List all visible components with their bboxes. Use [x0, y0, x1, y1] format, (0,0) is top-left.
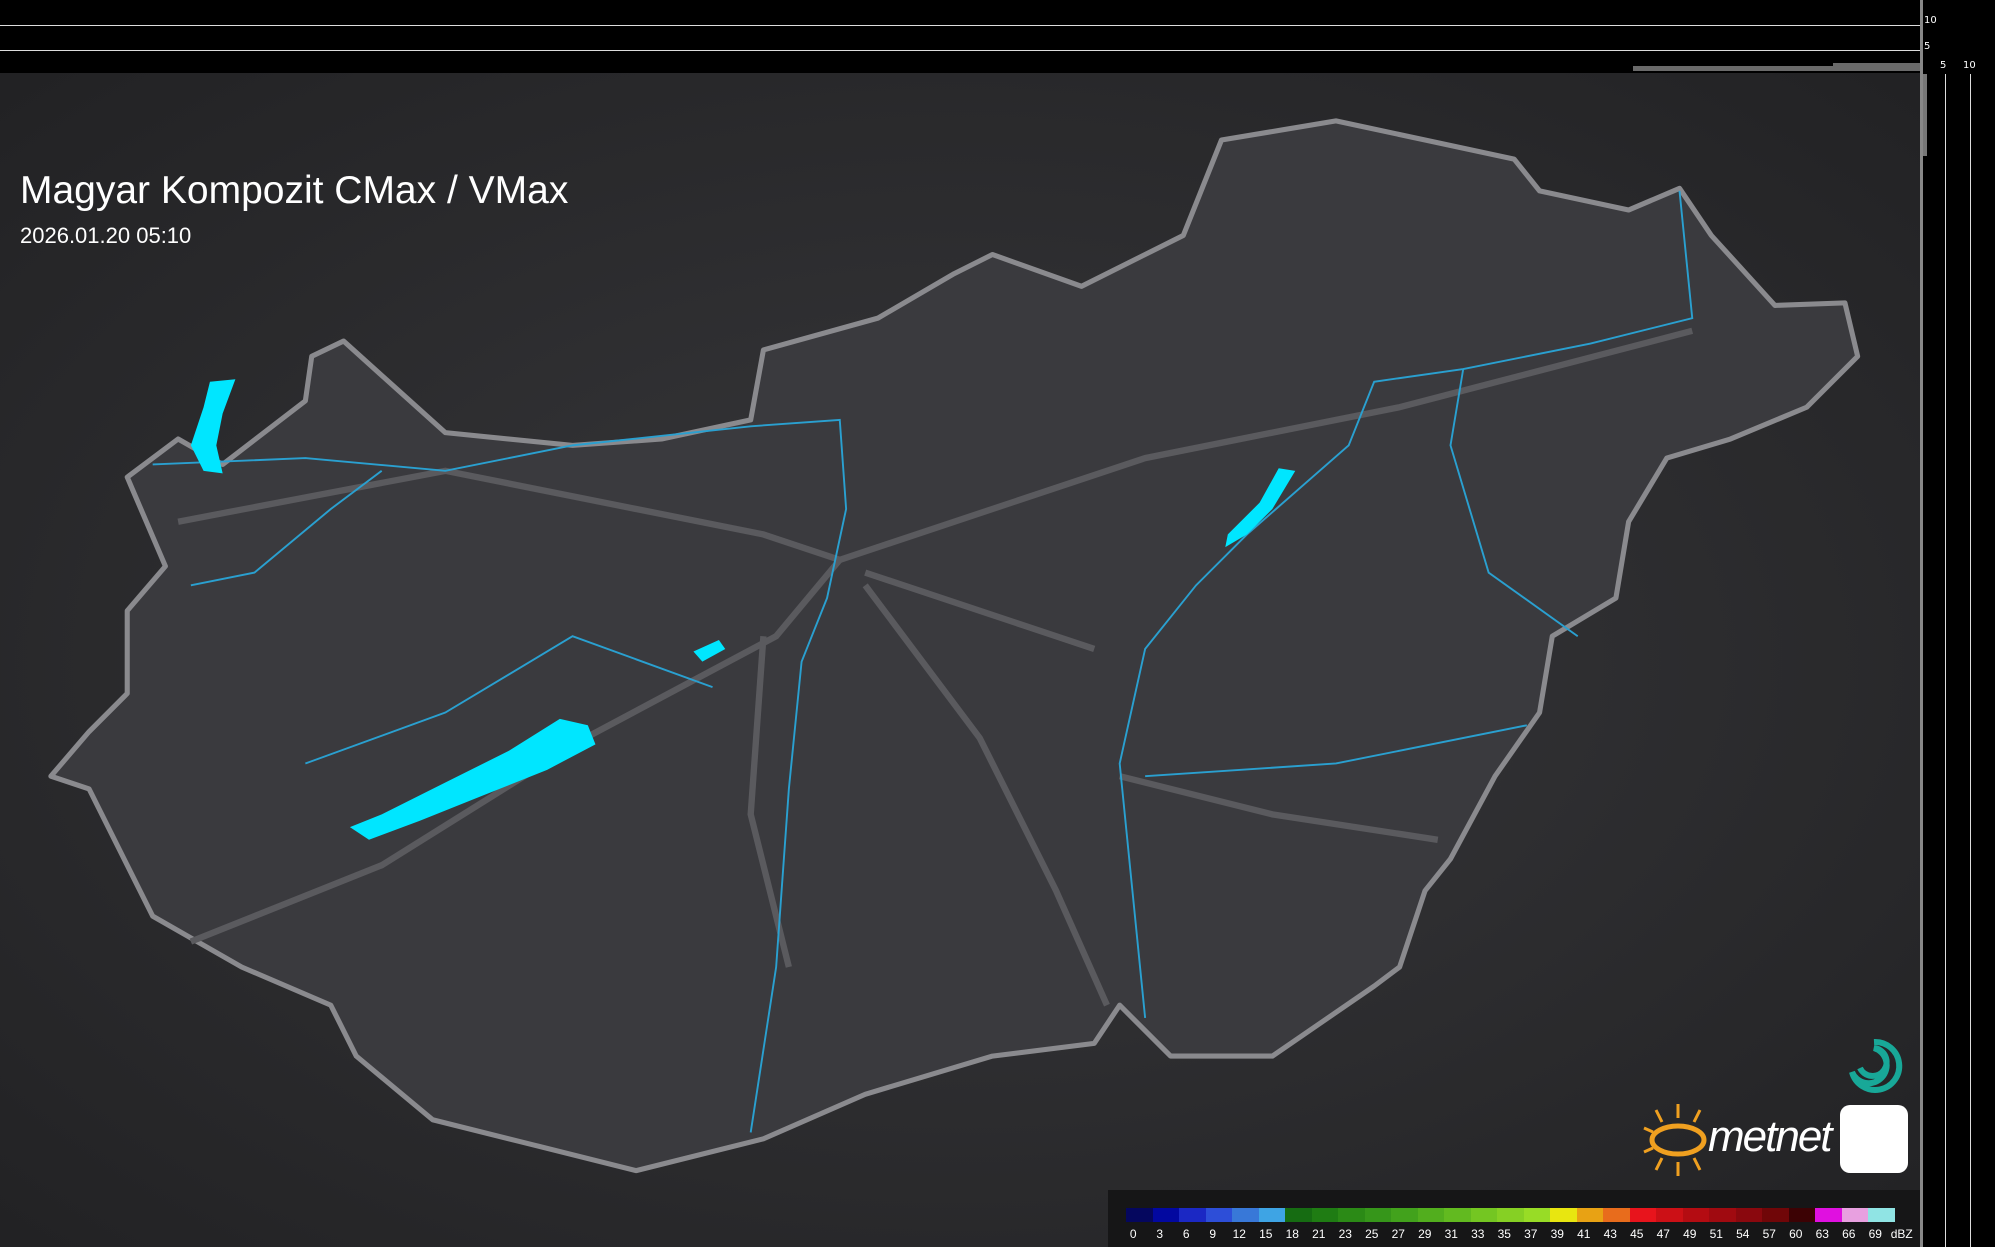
legend-label: 35 [1497, 1227, 1511, 1241]
tick-label: 10 [1963, 60, 1976, 71]
legend-label: 37 [1524, 1227, 1538, 1241]
dbz-legend: 0 3 6 9 12 15 18 21 23 25 27 29 31 33 35 37 39 41 43 45 47 49… [1108, 1190, 1920, 1247]
legend-swatch [1550, 1208, 1577, 1222]
lake-tisza [1225, 468, 1296, 548]
sun-icon [1643, 1104, 1707, 1176]
hungary-map [0, 73, 1920, 1247]
legend-swatch [1576, 1208, 1603, 1222]
swirl-icon [1840, 1038, 1908, 1173]
legend-swatch [1523, 1208, 1550, 1222]
radar-map[interactable]: Magyar Kompozit CMax / VMax 2026.01.20 0… [0, 73, 1920, 1247]
legend-label: 18 [1285, 1227, 1299, 1241]
legend-label: 23 [1338, 1227, 1352, 1241]
legend-label: 39 [1550, 1227, 1564, 1241]
legend-swatch [1788, 1208, 1815, 1222]
legend-label: 69 [1868, 1227, 1882, 1241]
rivers [152, 190, 1694, 1133]
legend-label: 25 [1365, 1227, 1379, 1241]
legend-label: 49 [1683, 1227, 1697, 1241]
legend-swatch [1603, 1208, 1630, 1222]
scale-line-10 [1970, 74, 1971, 1247]
legend-label: 43 [1603, 1227, 1617, 1241]
legend-swatch [1258, 1208, 1285, 1222]
legend-swatch [1735, 1208, 1762, 1222]
legend-swatch [1815, 1208, 1842, 1222]
legend-swatch [1629, 1208, 1656, 1222]
legend-label: 41 [1577, 1227, 1591, 1241]
legend-label: 9 [1209, 1227, 1217, 1241]
legend-label: 6 [1182, 1227, 1190, 1241]
legend-swatch [1709, 1208, 1736, 1222]
profile-bar [1833, 63, 1920, 71]
legend-swatch [1205, 1208, 1232, 1222]
legend-swatch [1841, 1208, 1868, 1222]
map-title: Magyar Kompozit CMax / VMax [20, 169, 569, 212]
logo-text: metnet [1708, 1112, 1833, 1161]
metnet-logo: metnet [1638, 1038, 1910, 1180]
legend-swatch [1179, 1208, 1206, 1222]
legend-label: 63 [1815, 1227, 1829, 1241]
legend-unit: dBZ [1890, 1227, 1913, 1241]
legend-swatch [1152, 1208, 1179, 1222]
legend-swatch [1232, 1208, 1259, 1222]
legend-swatch [1285, 1208, 1312, 1222]
lake-balaton [349, 718, 596, 840]
legend-swatch [1868, 1208, 1895, 1222]
legend-swatch [1311, 1208, 1338, 1222]
legend-label: 29 [1418, 1227, 1432, 1241]
profile-bar [1633, 66, 1833, 71]
legend-label: 33 [1471, 1227, 1485, 1241]
legend-label: 27 [1391, 1227, 1405, 1241]
legend-label: 54 [1736, 1227, 1750, 1241]
lake-neusiedl [190, 379, 236, 474]
legend-swatch [1444, 1208, 1471, 1222]
legend-label: 45 [1630, 1227, 1644, 1241]
tick-label: 10 [1924, 15, 1937, 26]
country-border [48, 118, 1861, 1174]
map-timestamp: 2026.01.20 05:10 [20, 223, 192, 248]
legend-swatch [1126, 1208, 1153, 1222]
right-scale-strip [1920, 0, 1995, 1247]
legend-swatches [1126, 1208, 1895, 1222]
tick-label: 5 [1940, 60, 1947, 71]
scale-line-5 [1945, 74, 1946, 1247]
legend-label: 57 [1762, 1227, 1776, 1241]
legend-swatch [1391, 1208, 1418, 1222]
legend-label: 66 [1842, 1227, 1856, 1241]
legend-swatch [1470, 1208, 1497, 1222]
lakes [190, 379, 1296, 840]
legend-label: 12 [1232, 1227, 1246, 1241]
legend-label: 15 [1259, 1227, 1273, 1241]
legend-swatch [1656, 1208, 1683, 1222]
lake-velence [693, 640, 726, 662]
profile-bar [1923, 74, 1927, 156]
legend-swatch [1364, 1208, 1391, 1222]
legend-swatch [1682, 1208, 1709, 1222]
legend-swatch [1497, 1208, 1524, 1222]
legend-labels: 0 3 6 9 12 15 18 21 23 25 27 29 31 33 35 37 39 41 43 45 47 49… [1120, 1227, 1915, 1241]
legend-label: 0 [1129, 1227, 1137, 1241]
legend-label: 3 [1156, 1227, 1164, 1241]
tick-label: 5 [1924, 41, 1931, 52]
top-scale-strip [0, 0, 1920, 72]
scale-line-10 [0, 25, 1920, 26]
legend-label: 47 [1656, 1227, 1670, 1241]
legend-swatch [1762, 1208, 1789, 1222]
legend-swatch [1338, 1208, 1365, 1222]
legend-label: 60 [1789, 1227, 1803, 1241]
legend-label: 21 [1312, 1227, 1326, 1241]
legend-label: 31 [1444, 1227, 1458, 1241]
scale-line-5 [0, 50, 1920, 51]
legend-swatch [1417, 1208, 1444, 1222]
legend-label: 51 [1709, 1227, 1723, 1241]
